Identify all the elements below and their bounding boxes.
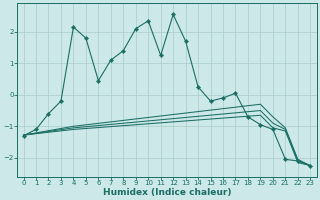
X-axis label: Humidex (Indice chaleur): Humidex (Indice chaleur): [103, 188, 231, 197]
